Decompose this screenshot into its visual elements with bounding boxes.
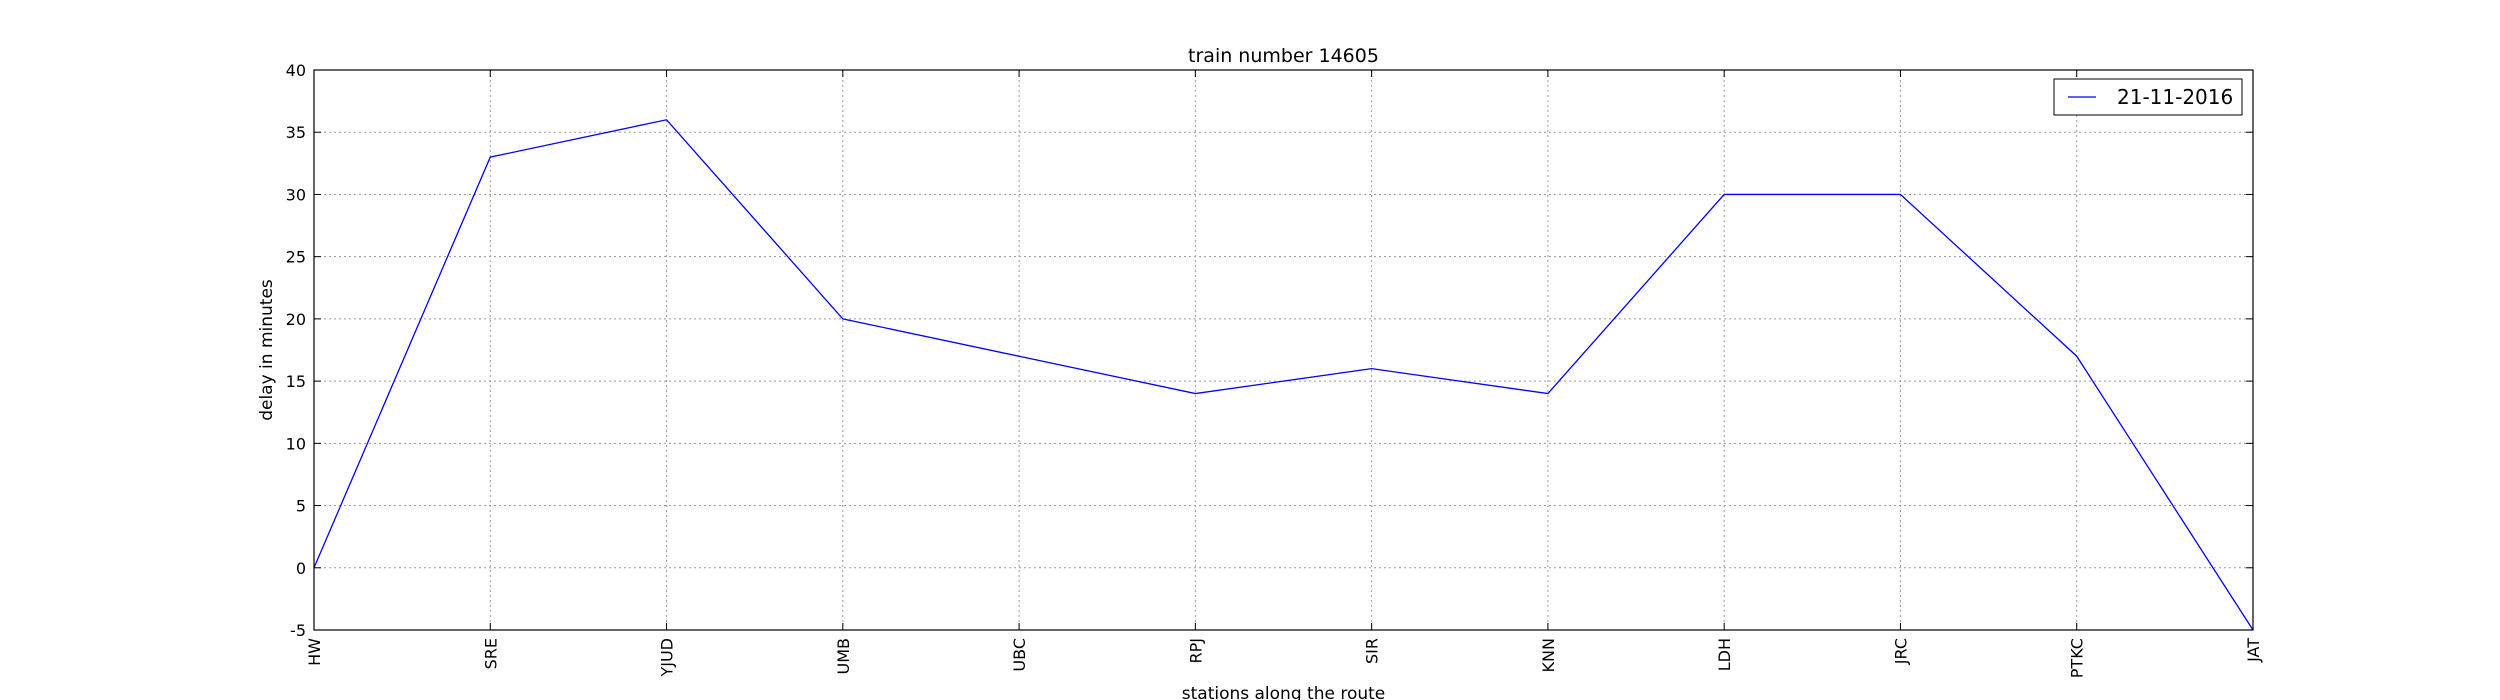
legend-label: 21-11-2016 xyxy=(2117,85,2233,109)
x-tick-label: JAT xyxy=(2244,638,2263,663)
x-tick-label: RPJ xyxy=(1186,638,1205,663)
x-tick-labels: HW SRE YJUD UMB UBC RPJ SIR KNN LDH JRC PTKC JAT xyxy=(305,638,2263,678)
y-tick-label: 20 xyxy=(286,310,306,329)
y-tick-label: 0 xyxy=(296,559,306,578)
y-tick-label: 15 xyxy=(286,372,306,391)
series-layer xyxy=(313,118,2254,631)
y-tick-label: -5 xyxy=(290,621,306,640)
x-tick-label: LDH xyxy=(1715,638,1734,671)
data-point xyxy=(1018,355,1021,358)
x-tick-label: PTKC xyxy=(2068,638,2087,678)
y-tick-labels: -5 0 5 10 15 20 25 30 35 40 xyxy=(286,61,306,640)
y-axis-label: delay in minutes xyxy=(257,279,277,421)
data-point xyxy=(1899,193,1902,196)
y-tick-label: 40 xyxy=(286,61,306,80)
data-point xyxy=(1370,367,1373,370)
x-axis-label: stations along the route xyxy=(1182,684,1386,700)
ticks xyxy=(313,69,2254,631)
chart-title: train number 14605 xyxy=(1188,45,1379,67)
data-point xyxy=(2075,355,2078,358)
plot-frame xyxy=(313,69,2254,631)
x-tick-label: JRC xyxy=(1891,638,1910,665)
legend: 21-11-2016 xyxy=(2053,78,2243,116)
y-tick-label: 35 xyxy=(286,123,306,142)
series-line xyxy=(313,119,2254,631)
x-tick-label: UBC xyxy=(1010,638,1029,672)
y-tick-label: 10 xyxy=(286,434,306,453)
data-point xyxy=(665,118,668,121)
grid xyxy=(313,69,2254,631)
y-tick-label: 25 xyxy=(286,248,306,267)
data-point xyxy=(1723,193,1726,196)
y-tick-label: 5 xyxy=(296,497,306,516)
y-tick-label: 30 xyxy=(286,185,306,204)
data-point xyxy=(489,156,492,159)
x-tick-label: HW xyxy=(305,638,324,666)
x-tick-label: YJUD xyxy=(658,638,677,678)
x-tick-label: UMB xyxy=(834,638,853,675)
x-tick-label: SIR xyxy=(1363,638,1382,664)
data-point xyxy=(1546,392,1549,395)
data-point xyxy=(841,317,844,320)
x-tick-label: KNN xyxy=(1539,638,1558,672)
x-tick-label: SRE xyxy=(481,638,500,669)
data-point xyxy=(1194,392,1197,395)
